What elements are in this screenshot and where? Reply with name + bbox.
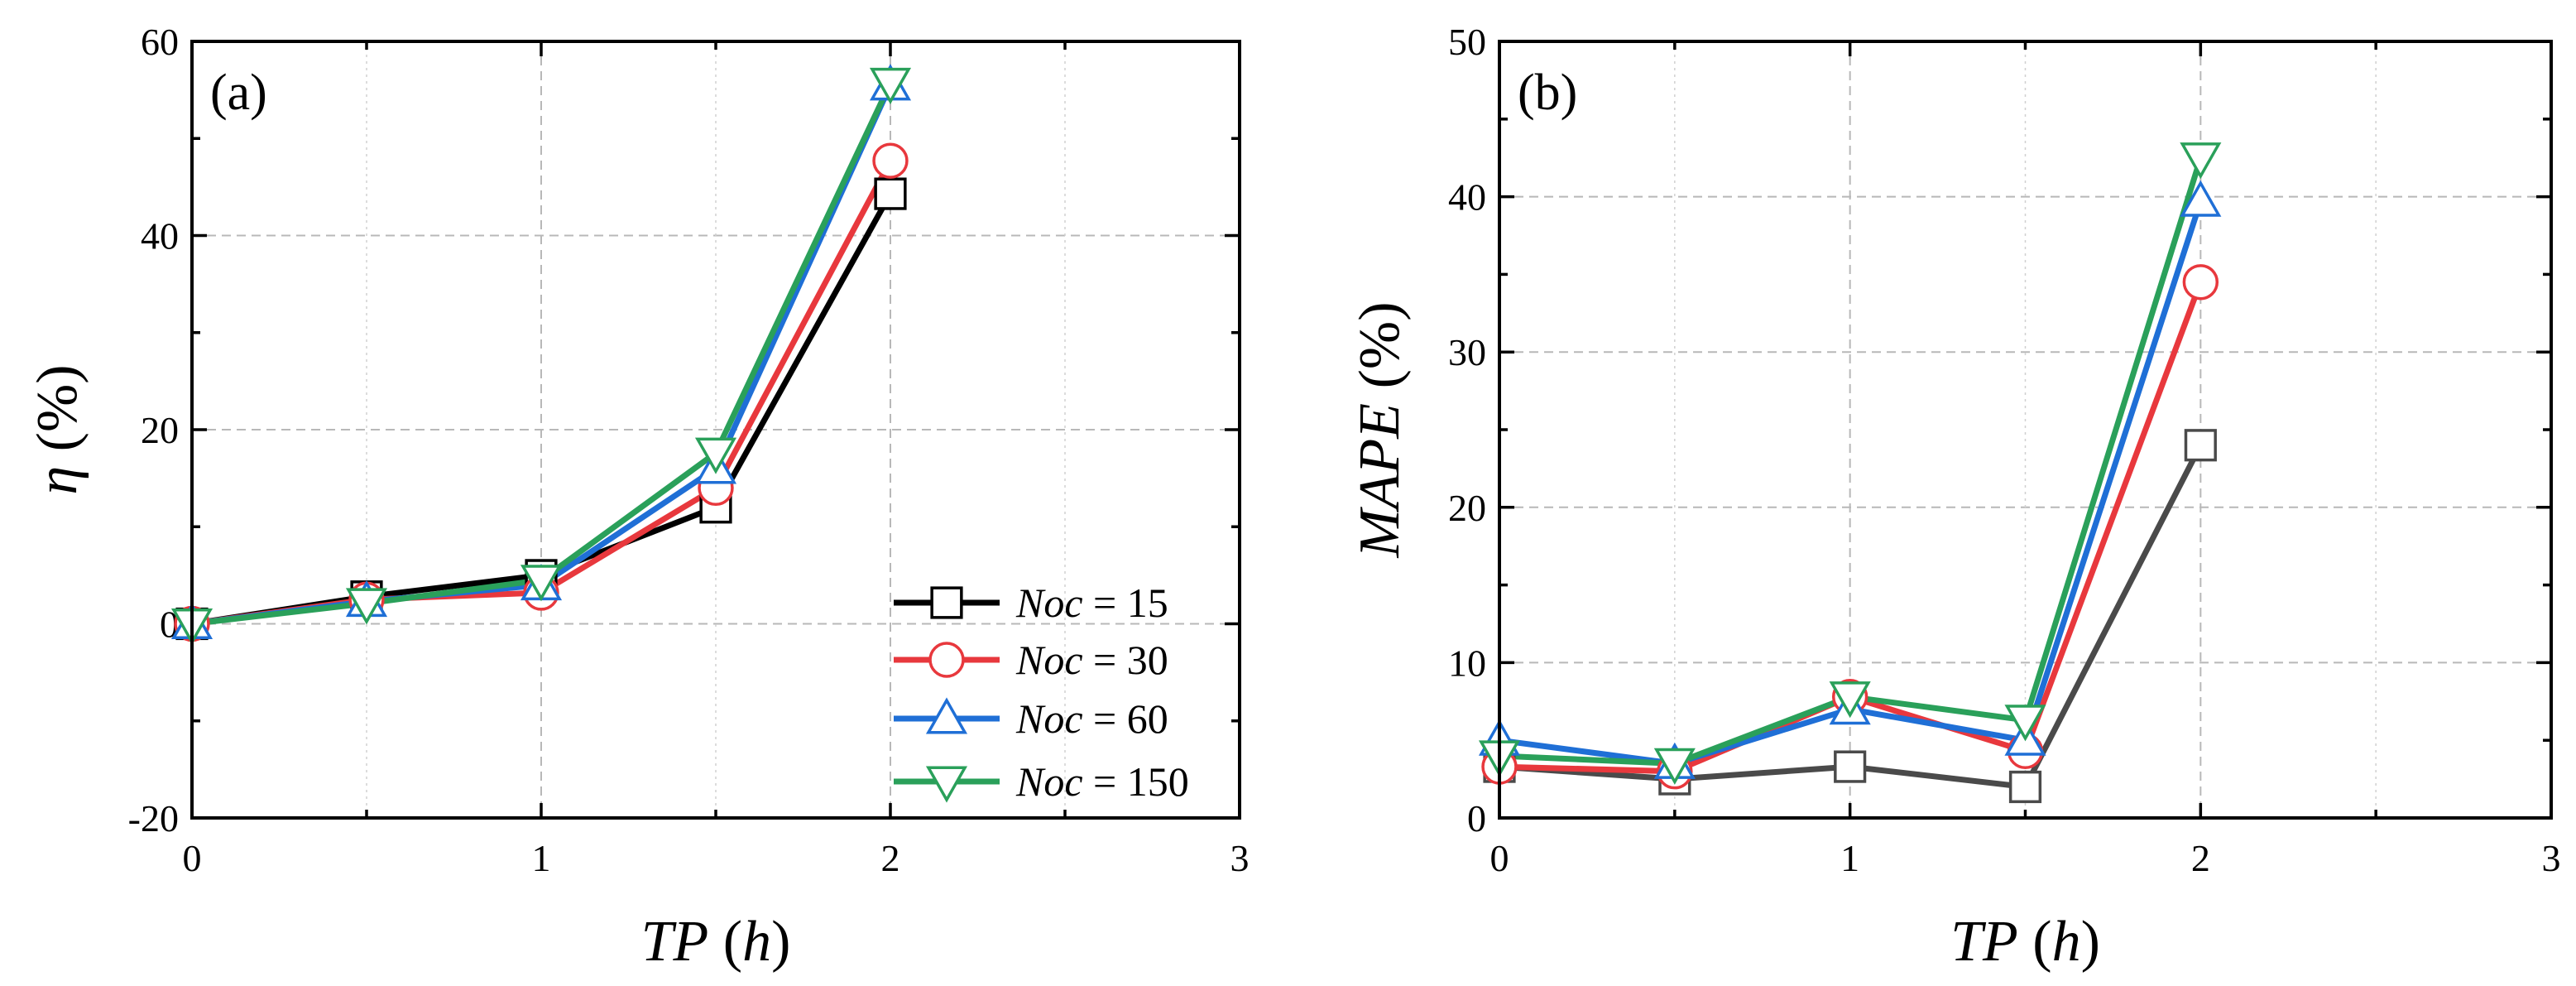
data-point: [872, 142, 909, 179]
axis-ticks: [1498, 40, 2553, 820]
markers-noc150: [170, 67, 912, 646]
y-tick-label: 40: [1448, 176, 1486, 219]
y-tick-label: 10: [1448, 642, 1486, 684]
x-tick-label: 0: [183, 837, 202, 879]
plot-frame: [190, 40, 1241, 820]
legend-marker: [925, 766, 968, 803]
y-axis-label: η (%): [26, 364, 89, 494]
legend-label: Noc = 30: [1015, 637, 1168, 683]
legend-marker: [925, 697, 968, 734]
x-axis-label: TP (h): [1950, 910, 2100, 974]
markers-noc150: [1478, 142, 2222, 785]
chart-panel-b: 0 10 20 30 40 50 0 1 2 3 TP (h) MAPE (%) (b): [1348, 21, 2561, 974]
y-tick-label: 20: [141, 409, 179, 451]
grid-lines: [1499, 41, 2551, 818]
data-point: [874, 177, 907, 210]
x-tick-label: 3: [1230, 837, 1250, 879]
data-point: [2180, 142, 2222, 180]
data-point: [2182, 264, 2219, 301]
data-point: [2180, 180, 2222, 217]
x-tick-label: 1: [532, 837, 551, 879]
x-tick-label: 0: [1490, 837, 1509, 879]
legend-label: Noc = 15: [1015, 580, 1168, 626]
y-tick-label: 0: [1467, 797, 1486, 839]
x-axis-label: TP (h): [641, 910, 791, 974]
x-tick-label: 2: [2191, 837, 2210, 879]
x-tick-label: 2: [881, 837, 900, 879]
data-point: [520, 565, 563, 602]
x-tick-label: 3: [2542, 837, 2561, 879]
y-tick-label: 50: [1448, 21, 1486, 63]
data-point: [1653, 748, 1696, 785]
y-tick-label: 30: [1448, 331, 1486, 373]
data-point: [345, 588, 388, 625]
data-point: [694, 437, 737, 474]
legend-marker: [930, 586, 963, 619]
x-tick-label: 1: [1840, 837, 1859, 879]
y-tick-label: 40: [141, 215, 179, 257]
legend-label: Noc = 150: [1015, 758, 1189, 805]
y-axis-label: MAPE (%): [1348, 301, 1412, 558]
data-point: [869, 67, 912, 105]
y-tick-label: 20: [1448, 487, 1486, 529]
legend-label: Noc = 60: [1015, 695, 1168, 742]
data-point: [2004, 705, 2046, 742]
data-point: [2008, 770, 2042, 804]
panel-label: (a): [210, 65, 267, 121]
y-tick-label: 60: [141, 21, 179, 63]
y-tick-label: -20: [128, 797, 179, 839]
plot-frame: [1498, 40, 2553, 820]
data-point: [1834, 750, 1867, 783]
legend-marker: [928, 642, 965, 678]
data-point: [1829, 681, 1871, 719]
data-point: [2184, 429, 2217, 462]
legend: Noc = 15 Noc = 30 Noc = 60 Noc = 150: [894, 580, 1189, 805]
grid-lines: [192, 41, 1240, 818]
panel-label: (b): [1518, 65, 1577, 121]
